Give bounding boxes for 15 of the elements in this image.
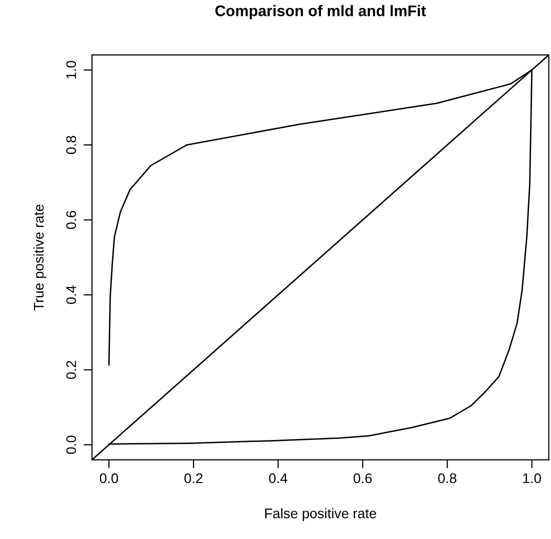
y-tick-label: 0.2	[66, 360, 76, 379]
x-tick-label: 0.8	[438, 473, 456, 484]
y-tick-label: 0.4	[66, 286, 76, 304]
y-tick-label: 0.0	[66, 436, 76, 454]
y-tick-label: 1.0	[66, 60, 76, 79]
y-axis-title: True positive rate	[33, 204, 46, 310]
x-axis-title: False positive rate	[265, 508, 376, 522]
x-tick-label: 0.6	[354, 473, 372, 484]
y-tick-label: 0.6	[66, 210, 76, 229]
chart-title: Comparison of mld and lmFit	[215, 5, 426, 20]
x-tick-label: 0.4	[269, 473, 288, 484]
x-tick-label: 0.2	[184, 473, 202, 484]
y-tick-label: 0.8	[66, 136, 76, 154]
x-tick-label: 0.0	[100, 473, 118, 484]
x-tick-label: 1.0	[523, 473, 541, 484]
